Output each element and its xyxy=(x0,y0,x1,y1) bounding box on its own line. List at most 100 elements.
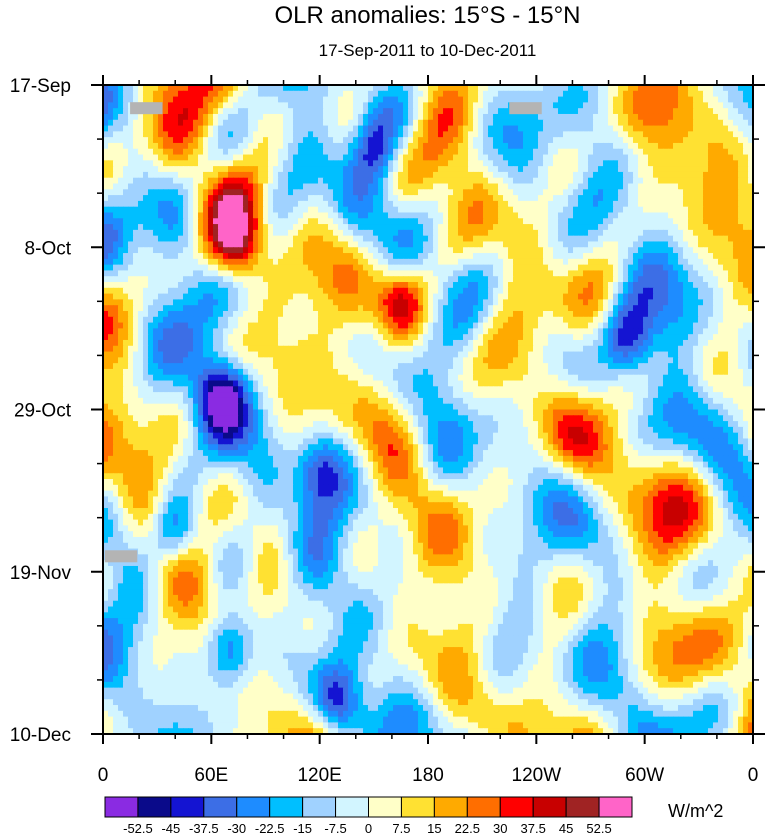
field-cell xyxy=(713,183,719,190)
field-cell xyxy=(733,108,739,115)
field-cell xyxy=(168,247,174,254)
field-cell xyxy=(353,108,359,115)
field-cell xyxy=(268,102,274,109)
field-cell xyxy=(408,224,414,231)
field-cell xyxy=(118,85,124,92)
field-cell xyxy=(668,183,674,190)
field-cell xyxy=(518,287,524,295)
field-cell xyxy=(743,200,749,208)
field-cell xyxy=(148,270,154,277)
field-cell xyxy=(618,171,624,179)
field-cell xyxy=(438,108,444,115)
field-cell xyxy=(568,264,574,272)
field-cell xyxy=(428,270,434,277)
field-cell xyxy=(703,90,709,98)
field-cell xyxy=(263,189,269,196)
field-cell xyxy=(373,119,379,127)
field-cell xyxy=(468,90,474,98)
field-cell xyxy=(333,108,339,115)
field-cell xyxy=(193,171,199,179)
field-cell xyxy=(723,235,729,243)
field-cell xyxy=(223,131,229,138)
field-cell xyxy=(478,160,484,167)
field-cell xyxy=(273,282,279,289)
field-cell xyxy=(178,90,184,98)
field-cell xyxy=(193,108,199,115)
field-cell xyxy=(393,206,399,214)
field-cell xyxy=(443,131,449,138)
field-cell xyxy=(483,189,489,196)
field-cell xyxy=(623,206,629,214)
field-cell xyxy=(578,235,584,243)
field-cell xyxy=(568,276,574,283)
field-cell xyxy=(743,224,749,231)
field-cell xyxy=(238,96,244,103)
field-cell xyxy=(358,183,364,190)
field-cell xyxy=(503,102,509,109)
field-cell xyxy=(333,113,339,121)
field-cell xyxy=(668,195,674,202)
field-cell xyxy=(623,90,629,98)
field-cell xyxy=(523,282,529,289)
field-cell xyxy=(543,125,549,132)
field-cell xyxy=(263,270,269,277)
field-cell xyxy=(543,177,549,185)
field-cell xyxy=(438,177,444,185)
field-cell xyxy=(483,142,489,150)
field-cell xyxy=(678,119,684,127)
field-cell xyxy=(478,264,484,272)
field-cell xyxy=(423,229,429,237)
field-cell xyxy=(593,137,599,144)
field-cell xyxy=(418,224,424,231)
field-cell xyxy=(458,142,464,150)
field-cell xyxy=(308,299,314,306)
field-cell xyxy=(218,113,224,121)
chart-subtitle: 17-Sep-2011 to 10-Dec-2011 xyxy=(318,41,537,60)
field-cell xyxy=(578,299,584,306)
field-cell xyxy=(543,148,549,156)
field-cell xyxy=(523,154,529,161)
field-cell xyxy=(373,125,379,132)
field-cell xyxy=(563,276,569,283)
field-cell xyxy=(728,142,734,150)
field-cell xyxy=(638,247,644,254)
field-cell xyxy=(538,229,544,237)
field-cell xyxy=(338,177,344,185)
field-cell xyxy=(648,125,654,132)
field-cell xyxy=(193,264,199,272)
field-cell xyxy=(538,287,544,295)
field-cell xyxy=(413,293,419,300)
field-cell xyxy=(233,299,239,306)
field-cell xyxy=(498,293,504,300)
field-cell xyxy=(663,171,669,179)
field-cell xyxy=(653,96,659,103)
field-cell xyxy=(468,258,474,266)
field-cell xyxy=(373,166,379,173)
field-cell xyxy=(128,90,134,98)
field-cell xyxy=(358,253,364,260)
field-cell xyxy=(448,148,454,156)
field-cell xyxy=(228,206,234,214)
field-cell xyxy=(323,137,329,144)
field-cell xyxy=(528,177,534,185)
field-cell xyxy=(238,125,244,132)
field-cell xyxy=(223,154,229,161)
field-cell xyxy=(333,137,339,144)
field-cell xyxy=(573,299,579,306)
field-cell xyxy=(638,154,644,161)
field-cell xyxy=(143,189,149,196)
field-cell xyxy=(173,102,179,109)
field-cell xyxy=(433,96,439,103)
field-cell xyxy=(213,299,219,306)
field-cell xyxy=(213,218,219,225)
field-cell xyxy=(603,108,609,115)
field-cell xyxy=(483,148,489,156)
field-cell xyxy=(723,276,729,283)
field-cell xyxy=(653,276,659,283)
field-cell xyxy=(738,189,744,196)
field-cell xyxy=(248,131,254,138)
field-cell xyxy=(133,287,139,295)
field-cell xyxy=(218,102,224,109)
field-cell xyxy=(663,85,669,92)
field-cell xyxy=(498,148,504,156)
